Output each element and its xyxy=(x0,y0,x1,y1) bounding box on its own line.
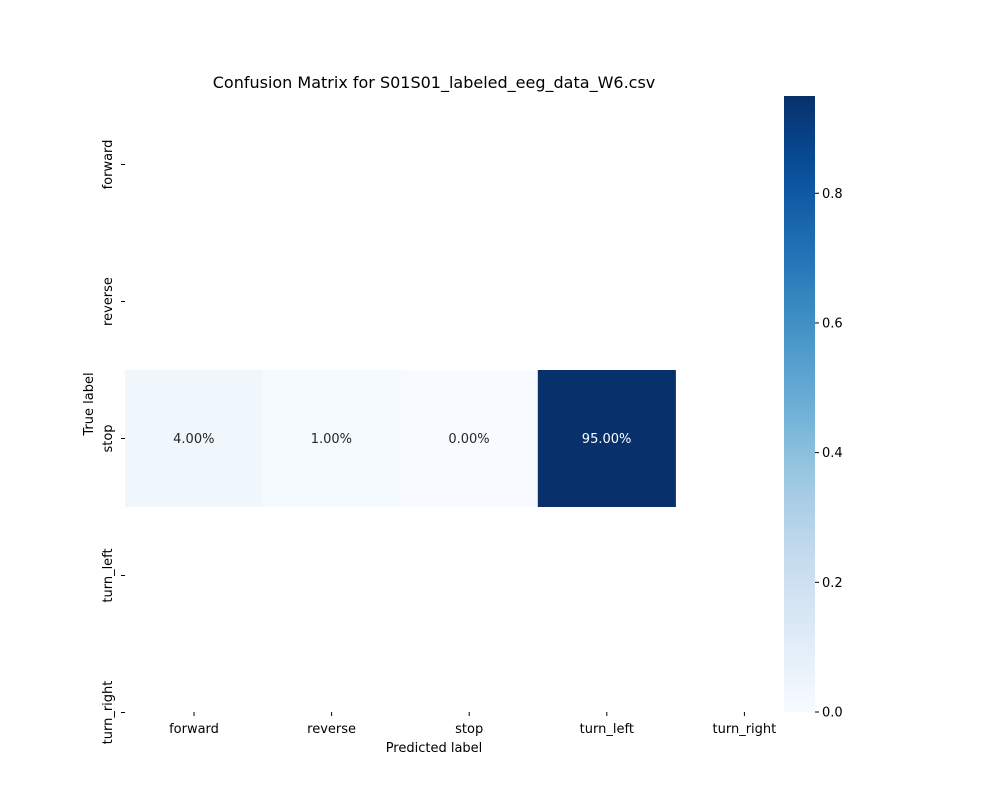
y-axis-label: True label xyxy=(82,372,97,436)
colorbar xyxy=(784,96,815,712)
x-tick-label: turn_right xyxy=(713,722,777,737)
x-tick-label: forward xyxy=(169,722,219,737)
colorbar-tick-label: 0.0 xyxy=(822,706,843,721)
cell-annotation: 0.00% xyxy=(448,432,489,447)
colorbar-tick-label: 0.4 xyxy=(822,446,843,461)
y-tick-label: forward xyxy=(101,140,116,190)
x-tick-label: stop xyxy=(455,722,483,737)
heatmap-cell xyxy=(537,370,676,507)
y-tick-label: stop xyxy=(101,424,116,452)
cell-annotation: 1.00% xyxy=(311,432,352,447)
heatmap-cell xyxy=(125,370,264,507)
y-tick-label: turn_right xyxy=(101,681,116,745)
heatmap-cell xyxy=(262,370,401,507)
cell-annotation: 95.00% xyxy=(582,432,632,447)
y-tick-label: reverse xyxy=(101,277,116,326)
heatmap-cell xyxy=(400,370,539,507)
colorbar-tick-label: 0.2 xyxy=(822,576,843,591)
x-tick-label: reverse xyxy=(307,722,356,737)
y-tick-label: turn_left xyxy=(101,548,116,602)
colorbar-tick-label: 0.6 xyxy=(822,316,843,331)
cell-annotation: 4.00% xyxy=(173,432,214,447)
x-tick-label: turn_left xyxy=(580,722,634,737)
colorbar-tick-label: 0.8 xyxy=(822,187,843,202)
chart-title: Confusion Matrix for S01S01_labeled_eeg_… xyxy=(213,73,656,93)
x-axis-label: Predicted label xyxy=(386,741,483,756)
